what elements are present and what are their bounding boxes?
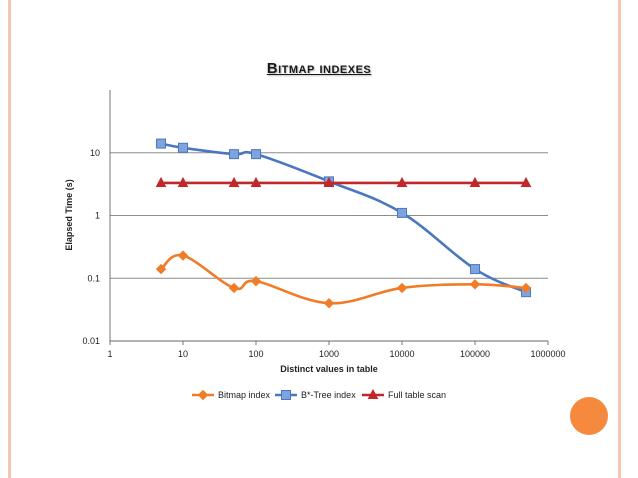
- data-point: [229, 149, 240, 160]
- data-point: [469, 279, 481, 290]
- data-point: [469, 176, 481, 187]
- y-tick-label: 10: [90, 148, 100, 158]
- data-point: [155, 176, 167, 187]
- x-tick-labels: 1 10 100 1000 10000 100000 1000000: [107, 349, 565, 359]
- x-tick-label: 1000000: [530, 349, 565, 359]
- data-point: [155, 263, 167, 275]
- slide-frame-left: [8, 0, 11, 478]
- data-point: [396, 176, 408, 187]
- y-tick-label: 1: [95, 211, 100, 221]
- legend-entry: Bitmap index: [192, 389, 271, 401]
- x-tick-label: 10: [178, 349, 188, 359]
- data-point: [250, 275, 262, 287]
- data-point: [228, 176, 240, 187]
- data-point: [156, 138, 167, 149]
- data-point: [251, 149, 261, 160]
- data-point: [177, 176, 189, 187]
- legend-label: Full table scan: [388, 390, 446, 400]
- data-point: [396, 282, 408, 294]
- data-point: [520, 282, 532, 294]
- x-tick-label: 10000: [389, 349, 414, 359]
- series-full-table-scan: [155, 176, 532, 187]
- x-tick-label: 100000: [460, 349, 490, 359]
- x-tick-label: 1000: [319, 349, 339, 359]
- y-tick-label: 0.1: [87, 273, 100, 283]
- legend: Bitmap index B*-Tree index Full table scan: [192, 388, 446, 401]
- y-axis-label: Elapsed Time (s): [64, 179, 74, 250]
- series-line: [160, 142, 527, 294]
- data-point: [397, 207, 407, 218]
- x-tick-label: 100: [248, 349, 263, 359]
- y-tick-labels: 0.01 0.1 1 10: [82, 148, 100, 346]
- series-layer: [155, 138, 532, 309]
- decorative-orange-circle: [570, 397, 608, 435]
- data-point: [520, 176, 532, 187]
- data-point: [250, 176, 262, 187]
- x-tick-label: 1: [107, 349, 112, 359]
- legend-marker: [197, 389, 209, 401]
- data-point: [323, 298, 335, 309]
- legend-label: B*-Tree index: [301, 390, 356, 400]
- legend-entry: Full table scan: [362, 388, 446, 400]
- series-line: [160, 253, 527, 305]
- slide-title: Bitmap indexes: [0, 60, 638, 77]
- data-point: [228, 282, 240, 294]
- y-tick-label: 0.01: [82, 336, 100, 346]
- data-point: [177, 250, 189, 261]
- data-point: [178, 142, 188, 153]
- data-point: [323, 176, 335, 187]
- series-bitmap-index: [155, 250, 532, 309]
- x-axis-label: Distinct values in table: [280, 364, 378, 374]
- data-point: [470, 264, 480, 275]
- legend-marker: [281, 390, 291, 400]
- slide-frame-right: [618, 0, 621, 478]
- slide-title-text: Bitmap indexes: [266, 60, 372, 77]
- legend-entry: B*-Tree index: [275, 390, 356, 400]
- legend-label: Bitmap index: [218, 390, 271, 400]
- legend-marker: [367, 388, 379, 399]
